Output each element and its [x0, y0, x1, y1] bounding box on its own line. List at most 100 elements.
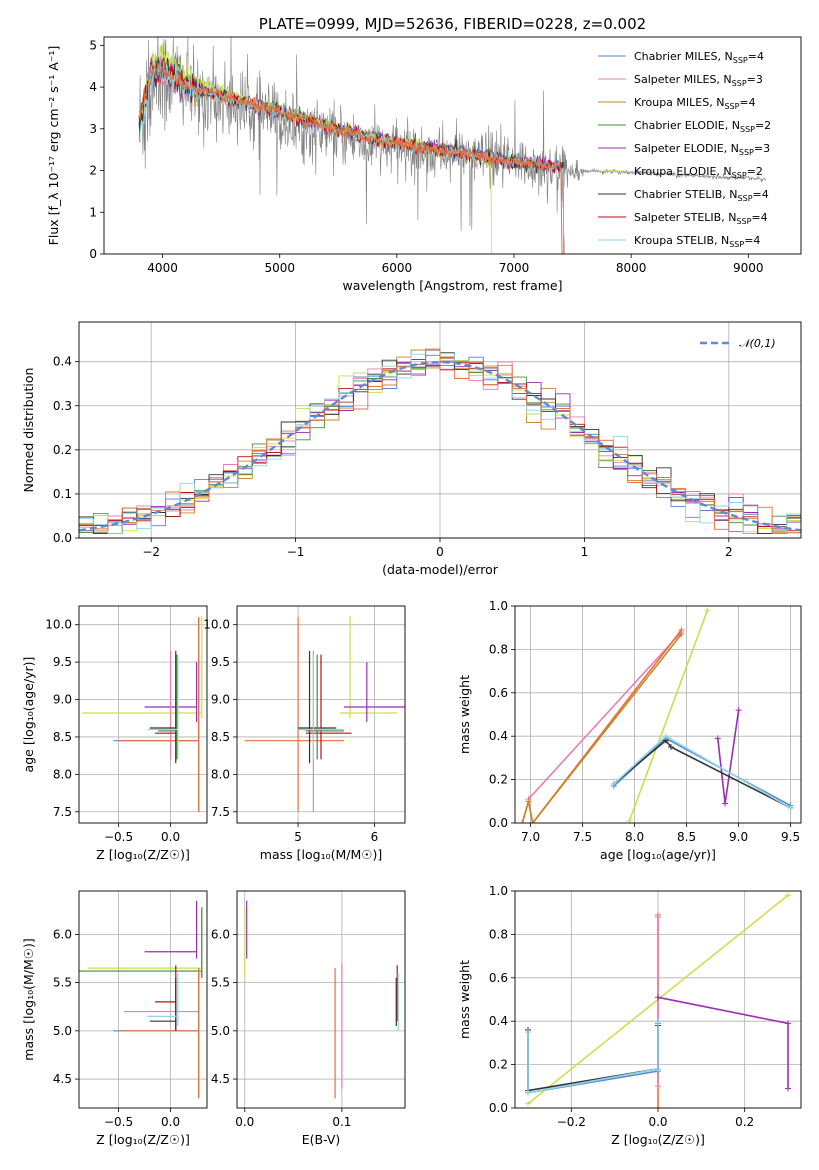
y-tick-label: 0.8 — [489, 927, 508, 941]
y-tick-label: 4 — [89, 80, 97, 94]
x-tick-label: 8000 — [616, 261, 647, 275]
x-tick-label: 0.1 — [332, 1115, 351, 1129]
y-tick-label: 5.0 — [53, 1024, 72, 1038]
y-tick-label: 5 — [89, 38, 97, 52]
legend-label: Kroupa MILES, NSSP=4 — [634, 96, 756, 111]
y-axis-label: mass [log₁₀(M/M☉)] — [21, 938, 36, 1060]
y-tick-label: 5.5 — [211, 976, 230, 990]
x-tick-label: −0.5 — [104, 830, 133, 844]
y-tick-label: 4.5 — [53, 1072, 72, 1086]
plot-area — [244, 900, 399, 1099]
y-tick-label: 0.8 — [489, 642, 508, 656]
x-tick-label: 7.5 — [573, 830, 592, 844]
y-tick-label: 0 — [89, 247, 97, 261]
axes-frame — [78, 605, 208, 824]
weight-line — [657, 996, 789, 1089]
weight-line — [628, 610, 709, 822]
chart-title: PLATE=0999, MJD=52636, FIBERID=0228, z=0… — [259, 15, 646, 33]
y-tick-label: 0.4 — [489, 1014, 508, 1028]
y-tick-label: 7.5 — [211, 805, 230, 819]
y-tick-label: 9.5 — [211, 655, 230, 669]
legend-label: Kroupa STELIB, NSSP=4 — [634, 234, 760, 249]
chart-mass_vs_Z: −0.5 0.0 4.5 5.0 5.5 6.0 Z [log₁₀(Z/Z☉)] mass [… — [21, 890, 208, 1147]
y-tick-label: 0.6 — [489, 686, 508, 700]
chart-residuals: 𝒩(0,1) −2 −1 0 1 2 0.0 0.1 0.2 0.3 0.4 (data-model)… — [21, 321, 802, 577]
gaussian-curve — [79, 360, 801, 532]
y-tick-label: 0.0 — [489, 1101, 508, 1115]
weight-line — [527, 631, 682, 800]
x-tick-label: 9.5 — [781, 830, 800, 844]
y-tick-label: 7.5 — [53, 805, 72, 819]
y-tick-label: 10.0 — [203, 618, 230, 632]
weight-line — [527, 1023, 659, 1094]
y-tick-label: 5.0 — [211, 1024, 230, 1038]
x-tick-label: 0 — [436, 545, 444, 559]
x-axis-label: wavelength [Angstrom, rest frame] — [342, 278, 562, 293]
chart-mass_vs_ebv: 0.0 0.1 4.5 5.0 5.5 6.0 E(B-V) — [211, 890, 406, 1147]
y-tick-label: 0.4 — [489, 729, 508, 743]
y-tick-label: 10.0 — [45, 618, 72, 632]
legend-label: Salpeter MILES, NSSP=3 — [634, 73, 763, 88]
x-tick-label: 0.2 — [735, 1115, 754, 1129]
y-tick-label: 5.5 — [53, 976, 72, 990]
y-axis-label: Normed distribution — [21, 368, 36, 493]
y-tick-label: 8.5 — [211, 730, 230, 744]
x-tick-label: 7.0 — [521, 830, 540, 844]
grid-lines — [79, 606, 207, 823]
weight-line — [613, 737, 791, 807]
x-tick-label: 6 — [371, 830, 379, 844]
y-tick-label: 8.0 — [211, 767, 230, 781]
y-tick-label: 8.0 — [53, 767, 72, 781]
x-axis-label: E(B-V) — [302, 1132, 341, 1147]
chart-spectrum: Chabrier MILES, NSSP=4 Salpeter MILES, NS… — [46, 15, 802, 293]
plot-area — [244, 615, 405, 812]
legend-label: Salpeter ELODIE, NSSP=3 — [634, 142, 770, 157]
legend-label: Kroupa ELODIE, NSSP=2 — [634, 165, 763, 180]
legend: 𝒩(0,1) — [700, 337, 776, 350]
y-tick-label: 6.0 — [211, 927, 230, 941]
y-tick-label: 8.5 — [53, 730, 72, 744]
y-tick-label: 2 — [89, 164, 97, 178]
y-tick-label: 6.0 — [53, 927, 72, 941]
x-tick-label: 2 — [725, 545, 733, 559]
legend-label: 𝒩(0,1) — [739, 337, 776, 350]
x-axis-label: Z [log₁₀(Z/Z☉)] — [96, 847, 190, 862]
legend-label: Chabrier MILES, NSSP=4 — [634, 50, 764, 65]
y-axis-label: age [log₁₀(age/yr)] — [21, 657, 36, 773]
y-tick-label: 9.0 — [211, 693, 230, 707]
x-tick-label: 9000 — [733, 261, 764, 275]
grid-lines — [79, 891, 207, 1108]
chart-weight_vs_age: 7.0 7.5 8.0 8.5 9.0 9.5 0.0 0.2 0.4 0.6 0.8 1.0 age … — [457, 599, 802, 862]
y-axis-label: mass weight — [457, 960, 472, 1039]
histogram-step — [79, 348, 801, 535]
y-tick-label: 0.2 — [53, 443, 72, 457]
legend: Chabrier MILES, NSSP=4 Salpeter MILES, NS… — [598, 50, 771, 249]
x-axis-label: age [log₁₀(age/yr)] — [600, 847, 716, 862]
y-tick-label: 9.0 — [53, 693, 72, 707]
x-tick-label: 8.5 — [677, 830, 696, 844]
x-tick-label: 5000 — [264, 261, 295, 275]
axes-frame — [514, 605, 802, 824]
plot-area — [519, 607, 794, 823]
y-tick-label: 0.1 — [53, 487, 72, 501]
grid-lines — [237, 891, 405, 1108]
x-tick-label: −1 — [287, 545, 305, 559]
plot-area — [138, 37, 766, 254]
x-tick-label: 7000 — [499, 261, 530, 275]
x-axis-label: Z [log₁₀(Z/Z☉)] — [611, 1132, 705, 1147]
plot-area — [525, 892, 791, 1108]
axes-frame — [103, 36, 802, 255]
x-axis-label: (data-model)/error — [382, 562, 499, 577]
weight-line — [613, 739, 791, 809]
chart-age_vs_Z: −0.5 0.0 7.5 8.0 8.5 9.0 9.5 10.0 Z [log₁₀(Z/Z☉)… — [21, 605, 208, 862]
weight-line — [527, 1021, 659, 1094]
plot-area — [79, 900, 203, 1099]
x-tick-label: 6000 — [382, 261, 413, 275]
y-tick-label: 0.4 — [53, 355, 72, 369]
plot-area — [82, 615, 203, 812]
y-axis-label: Flux [f_λ 10⁻¹⁷ erg cm⁻² s⁻¹ A⁻¹] — [46, 46, 61, 246]
x-tick-label: 0.0 — [161, 830, 180, 844]
x-tick-label: −0.2 — [557, 1115, 586, 1129]
x-axis-label: Z [log₁₀(Z/Z☉)] — [96, 1132, 190, 1147]
